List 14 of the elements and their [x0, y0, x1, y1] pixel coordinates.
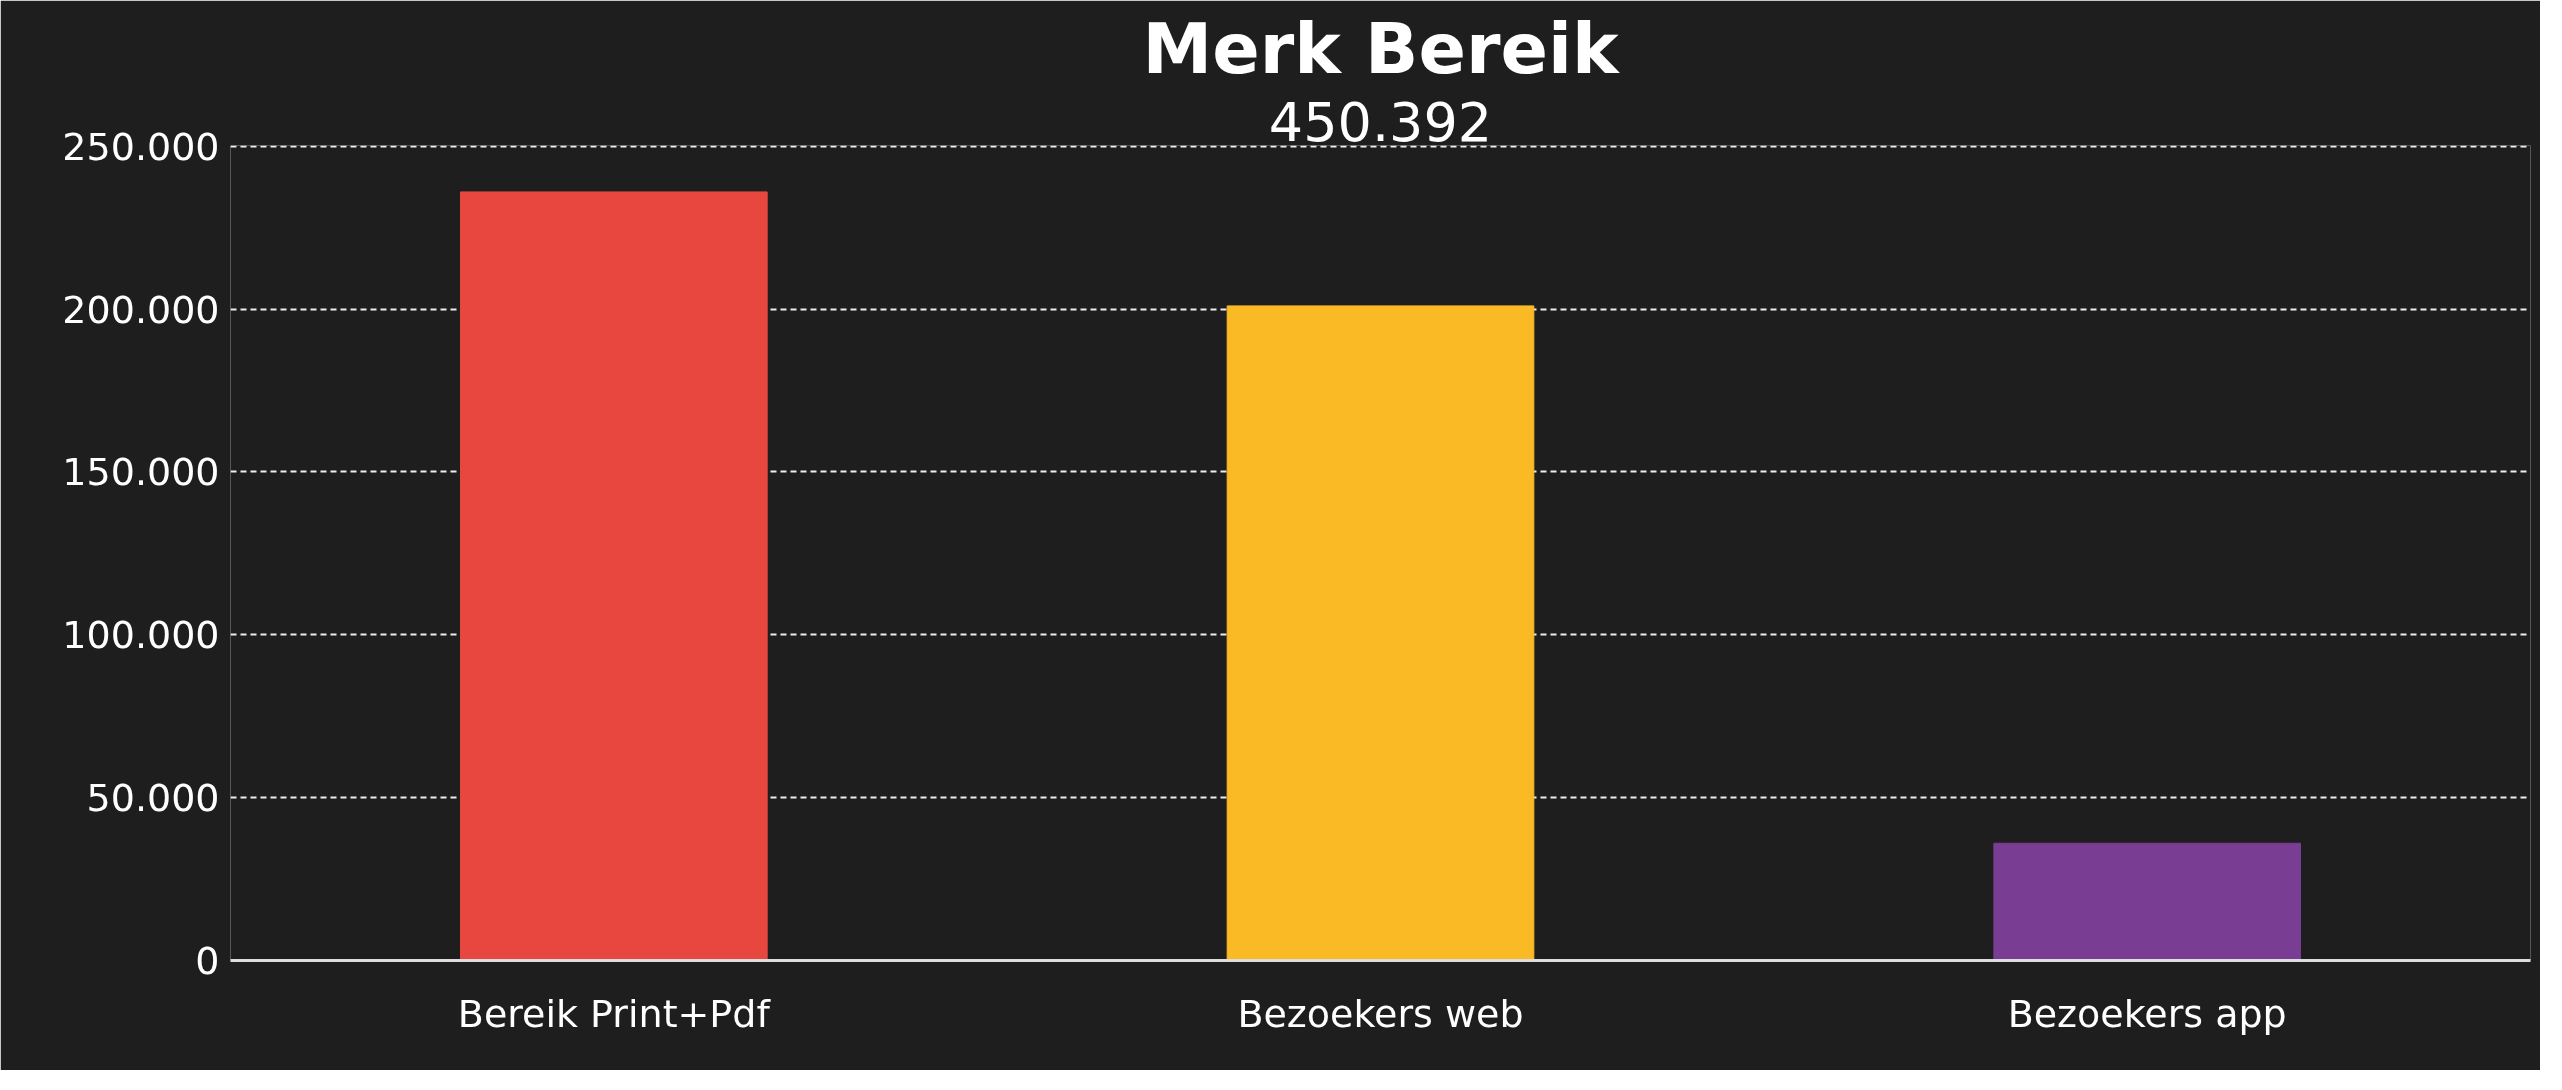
y-tick-label: 50.000 [86, 776, 220, 821]
y-tick-label: 200.000 [62, 287, 220, 332]
x-tick-label: Bereik Print+Pdf [457, 991, 772, 1036]
bar [1993, 842, 2301, 961]
chart-title: Merk Bereik [1142, 7, 1620, 90]
bar [1226, 305, 1535, 961]
y-tick-label: 100.000 [62, 613, 220, 658]
x-tick-label: Bezoekers app [2007, 991, 2287, 1036]
chart-subtitle: 450.392 [1268, 90, 1493, 154]
x-tick-label: Bezoekers web [1237, 991, 1524, 1036]
y-tick-label: 150.000 [62, 450, 220, 495]
y-tick-label: 250.000 [62, 124, 220, 169]
bar [460, 191, 768, 961]
y-tick-label: 0 [195, 939, 220, 983]
